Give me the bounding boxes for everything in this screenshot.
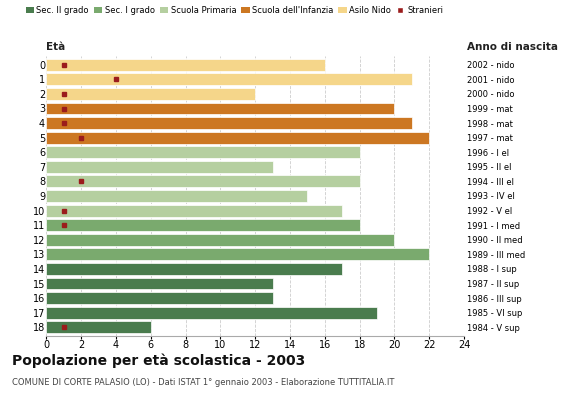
- Bar: [46, 307, 377, 319]
- Bar: [46, 190, 307, 202]
- Bar: [46, 132, 429, 144]
- Bar: [46, 102, 394, 114]
- Legend: Sec. II grado, Sec. I grado, Scuola Primaria, Scuola dell'Infanzia, Asilo Nido, : Sec. II grado, Sec. I grado, Scuola Prim…: [22, 2, 447, 18]
- Bar: [46, 248, 429, 260]
- Bar: [46, 161, 273, 173]
- Bar: [46, 73, 412, 85]
- Bar: [46, 88, 255, 100]
- Bar: [46, 117, 412, 129]
- Bar: [46, 234, 394, 246]
- Bar: [46, 59, 325, 71]
- Bar: [46, 278, 273, 290]
- Bar: [46, 146, 360, 158]
- Text: COMUNE DI CORTE PALASIO (LO) - Dati ISTAT 1° gennaio 2003 - Elaborazione TUTTITA: COMUNE DI CORTE PALASIO (LO) - Dati ISTA…: [12, 378, 394, 387]
- Bar: [46, 292, 273, 304]
- Bar: [46, 205, 342, 216]
- Bar: [46, 321, 151, 333]
- Bar: [46, 176, 360, 187]
- Bar: [46, 219, 360, 231]
- Text: Anno di nascita: Anno di nascita: [467, 42, 558, 52]
- Bar: [46, 263, 342, 275]
- Text: Età: Età: [46, 42, 66, 52]
- Text: Popolazione per età scolastica - 2003: Popolazione per età scolastica - 2003: [12, 354, 305, 368]
